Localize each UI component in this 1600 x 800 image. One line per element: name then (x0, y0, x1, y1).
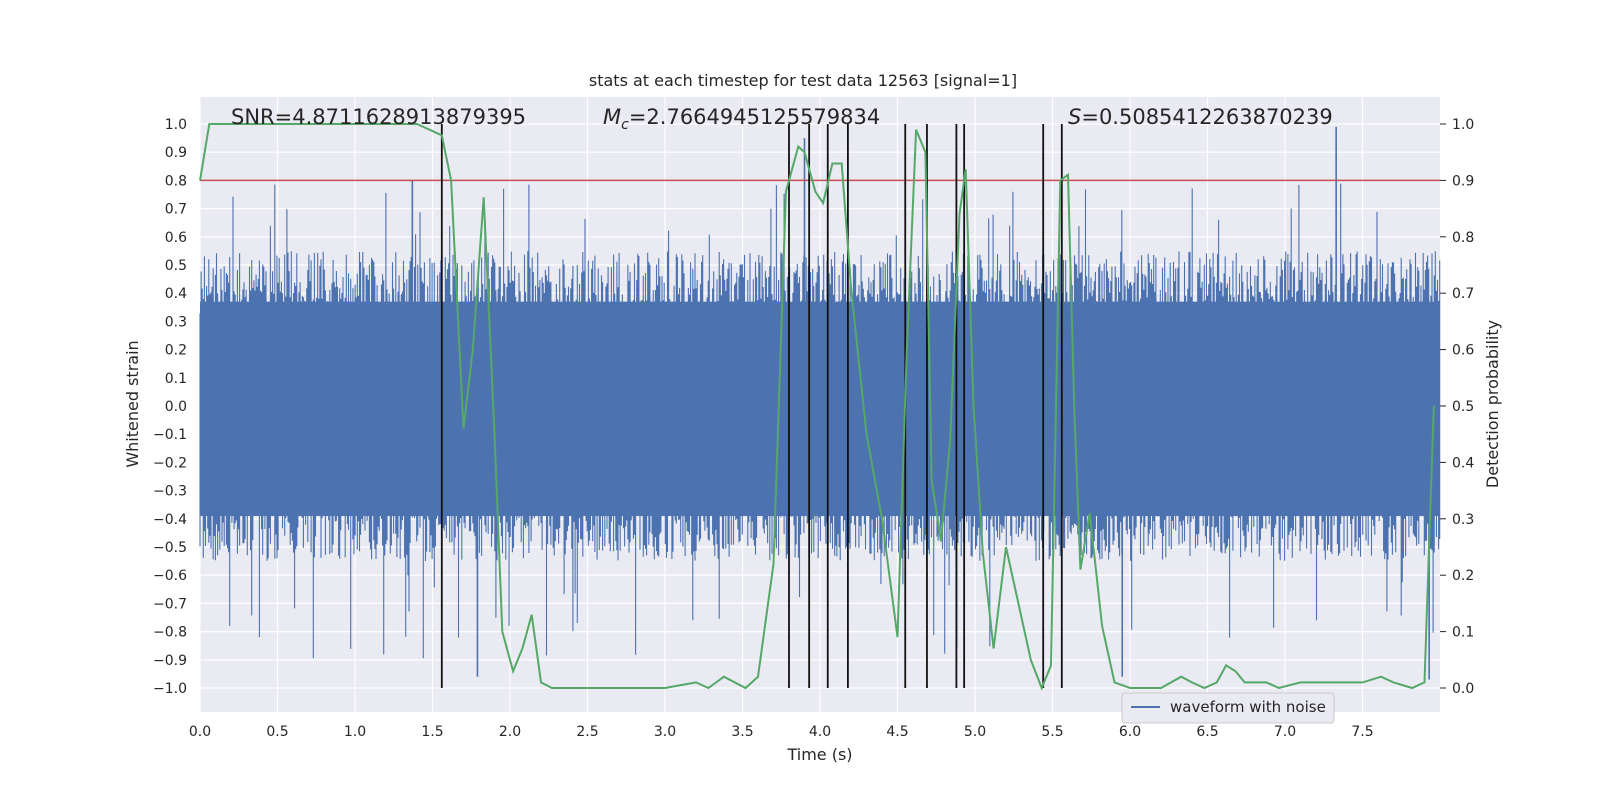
y2-tick-label: 1.0 (1452, 117, 1474, 133)
waveform-trace (199, 183, 1441, 659)
detection-probability-line (199, 123, 1435, 691)
legend-label-waveform: waveform with noise (1170, 698, 1326, 716)
y-axis-ticks: 1.0 0.9 0.8 0.7 0.6 0.5 0.4 0.3 0.2 0.1 0.0 −0.1 −0.… (153, 117, 187, 697)
y-tick-label: −0.7 (153, 596, 187, 612)
y-tick-label: 0.5 (165, 258, 187, 274)
chart-title: stats at each timestep for test data 125… (589, 71, 1017, 90)
chirp-mass-value: =2.7664945125579834 (629, 105, 880, 129)
y-tick-label: 0.1 (165, 371, 187, 387)
s-annotation: S=0.5085412263870239 (1068, 105, 1333, 129)
x-tick-label: 6.5 (1196, 724, 1218, 740)
snr-annotation: SNR=4.8711628913879395 (231, 105, 526, 129)
y-axis-label: Whitened strain (123, 340, 142, 467)
legend: waveform with noise (1121, 692, 1335, 724)
y-tick-label: 0.7 (165, 202, 187, 218)
y2-tick-label: 0.4 (1452, 455, 1474, 471)
x-tick-label: 5.5 (1041, 724, 1063, 740)
y2-axis-label: Detection probability (1483, 320, 1502, 488)
y-tick-label: 0.0 (165, 399, 187, 415)
detection-probability-series (199, 123, 1435, 691)
chirp-mass-subscript: c (621, 117, 629, 133)
y2-tick-label: 0.7 (1452, 286, 1474, 302)
x-tick-label: 2.5 (576, 724, 598, 740)
waveform-series (199, 126, 1441, 680)
y2-tick-label: 0.0 (1452, 681, 1474, 697)
y-tick-label: 0.6 (165, 230, 187, 246)
y2-tick-label: 0.2 (1452, 568, 1474, 584)
x-tick-label: 3.0 (654, 724, 676, 740)
x-tick-label: 0.5 (266, 724, 288, 740)
y2-tick-label: 0.8 (1452, 230, 1474, 246)
y-tick-label: 0.3 (165, 314, 187, 330)
y-tick-label: 0.4 (165, 286, 187, 302)
vertical-markers (440, 124, 1063, 688)
y-tick-label: −0.5 (153, 540, 187, 556)
x-axis-ticks: 0.0 0.5 1.0 1.5 2.0 2.5 3.0 3.5 4.0 4.5 5.0 5.5 6.0 6… (189, 724, 1374, 740)
x-tick-label: 2.0 (499, 724, 521, 740)
y2-axis-ticks: 1.0 0.9 0.8 0.7 0.6 0.5 0.4 0.3 0.2 0.1 0.0 (1440, 117, 1474, 697)
chirp-mass-annotation: Mc=2.7664945125579834 (603, 105, 880, 133)
y-tick-label: 0.8 (165, 173, 187, 189)
y-tick-label: −0.1 (153, 427, 187, 443)
x-tick-label: 7.5 (1351, 724, 1373, 740)
x-axis-label: Time (s) (786, 745, 852, 764)
x-tick-label: 4.5 (886, 724, 908, 740)
y2-tick-label: 0.3 (1452, 512, 1474, 528)
y-tick-label: −0.4 (153, 512, 187, 528)
y2-tick-label: 0.5 (1452, 399, 1474, 415)
y-tick-label: 1.0 (165, 117, 187, 133)
x-tick-label: 7.0 (1274, 724, 1296, 740)
chirp-mass-symbol: M (603, 105, 621, 129)
x-tick-label: 5.0 (964, 724, 986, 740)
y2-tick-label: 0.9 (1452, 173, 1474, 189)
legend-box (1121, 692, 1335, 724)
y-tick-label: −0.8 (153, 625, 187, 641)
s-value: =0.5085412263870239 (1081, 105, 1332, 129)
y-tick-label: 0.2 (165, 343, 187, 359)
s-symbol: S (1068, 105, 1081, 129)
y-tick-label: −0.2 (153, 455, 187, 471)
x-tick-label: 1.5 (421, 724, 443, 740)
y2-tick-label: 0.1 (1452, 625, 1474, 641)
y-tick-label: −0.3 (153, 484, 187, 500)
y2-tick-label: 0.6 (1452, 343, 1474, 359)
y-tick-label: 0.9 (165, 145, 187, 161)
x-tick-label: 0.0 (189, 724, 211, 740)
y-tick-label: −0.9 (153, 653, 187, 669)
x-tick-label: 6.0 (1119, 724, 1141, 740)
x-tick-label: 3.5 (731, 724, 753, 740)
x-tick-label: 1.0 (344, 724, 366, 740)
y-tick-label: −1.0 (153, 681, 187, 697)
y-tick-label: −0.6 (153, 568, 187, 584)
x-tick-label: 4.0 (809, 724, 831, 740)
